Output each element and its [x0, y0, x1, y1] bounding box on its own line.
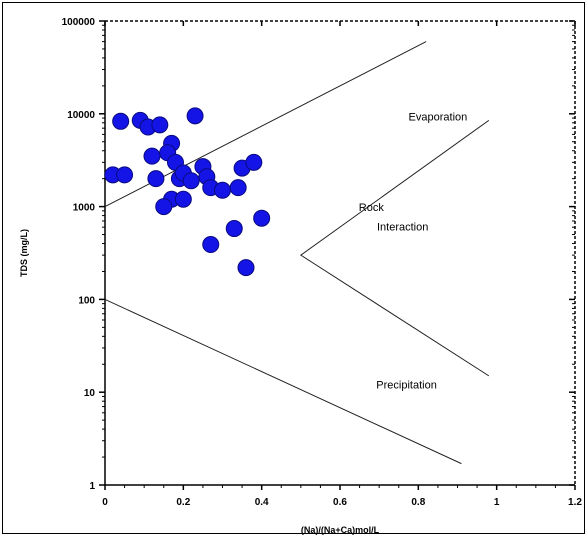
x-tick-label: 0.8 — [411, 497, 425, 508]
data-point — [214, 181, 231, 199]
data-point — [237, 259, 255, 277]
data-point — [155, 198, 173, 216]
y-tick-label: 1000 — [73, 203, 96, 214]
x-tick-label: 1 — [494, 497, 500, 508]
x-axis-label: (Na)/(Na+Ca)mol/L — [301, 525, 380, 535]
x-tick-label: 0.6 — [333, 497, 347, 508]
y-tick-label: 100000 — [62, 17, 96, 28]
region-labels: Evaporation Rock Interaction Precipitation — [359, 111, 467, 391]
x-tick-label: 1.2 — [568, 497, 582, 508]
region-label-precipitation: Precipitation — [376, 379, 437, 391]
data-point — [116, 166, 134, 184]
y-tick-label: 10000 — [67, 110, 95, 121]
data-point — [225, 220, 243, 238]
x-tick-label: 0.2 — [176, 497, 190, 508]
data-point — [253, 209, 271, 227]
y-tick-label: 100 — [78, 295, 95, 306]
data-point — [182, 172, 200, 190]
axes — [104, 20, 576, 486]
x-tick-label: 0 — [102, 497, 108, 508]
tick-marks — [99, 20, 576, 490]
data-point — [147, 170, 165, 188]
data-point — [202, 236, 220, 254]
data-point — [151, 116, 169, 134]
data-point — [186, 107, 204, 125]
y-tick-label: 1 — [89, 481, 95, 492]
scatter-chart: EvaporationRockInteractionPrecipitation … — [19, 17, 583, 535]
data-point — [245, 153, 263, 171]
boundary-line-rock — [299, 119, 490, 377]
data-point — [143, 147, 161, 165]
tick-labels: 0 0.2 0.4 0.6 0.8 1 1.2 1 10 100 1000 10000 100000 — [62, 17, 583, 508]
data-points — [104, 107, 271, 277]
boundary-line-lower — [104, 298, 462, 465]
region-label-interaction: Interaction — [377, 222, 428, 234]
y-axis-label: TDS (mg/L) — [19, 229, 29, 277]
data-point — [174, 190, 192, 208]
boundary-lines — [104, 41, 490, 465]
region-label-rock: Rock — [359, 202, 385, 214]
y-tick-label: 10 — [84, 388, 96, 399]
data-point — [229, 179, 247, 197]
data-point — [112, 112, 130, 130]
region-label-evaporation: Evaporation — [409, 111, 468, 123]
x-tick-label: 0.4 — [255, 497, 269, 508]
